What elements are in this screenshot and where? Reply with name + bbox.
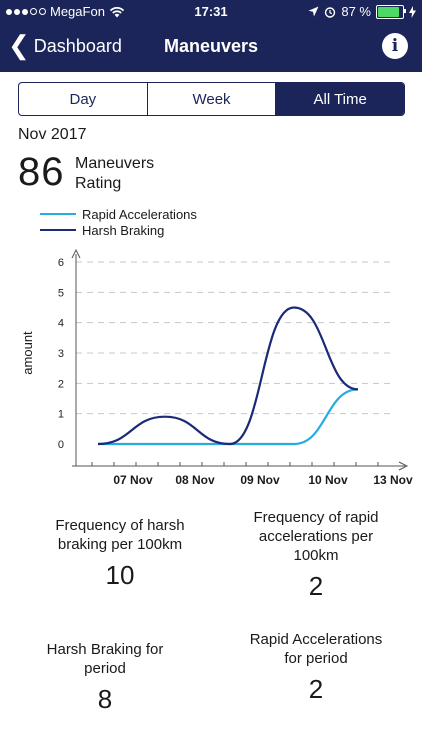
- y-tick-label: 6: [58, 257, 64, 269]
- x-tick-label: 09 Nov: [240, 473, 280, 487]
- status-bar: MegaFon 17:31 87 %: [0, 0, 422, 24]
- y-tick-label: 4: [58, 318, 64, 330]
- legend-item-harsh-braking: Harsh Braking: [40, 222, 197, 238]
- series-line-harsh-braking: [97, 306, 359, 446]
- period-label: Nov 2017: [18, 126, 87, 143]
- info-icon[interactable]: i: [382, 33, 408, 59]
- stat-harsh-braking-frequency: Frequency of harsh braking per 100km 10: [30, 516, 210, 591]
- rating-label: Maneuvers Rating: [75, 155, 155, 192]
- stat-rapid-acceleration-frequency: Frequency of rapid accelerations per 100…: [240, 508, 392, 602]
- page-title: Maneuvers: [163, 36, 259, 56]
- legend-swatch: [40, 229, 76, 231]
- stat-value: 8: [97, 684, 113, 714]
- battery-percent: 87 %: [341, 4, 371, 19]
- back-button-label: Dashboard: [33, 35, 122, 56]
- wifi-icon: [109, 6, 125, 17]
- location-arrow-icon: [308, 6, 319, 17]
- stat-title: Frequency of harsh braking per 100km: [55, 517, 185, 553]
- period-segmented-control: Day Week All Time: [18, 82, 405, 116]
- segment-day[interactable]: Day: [19, 83, 148, 115]
- app-header: MegaFon 17:31 87 %: [0, 0, 422, 72]
- status-time: 17:31: [194, 4, 228, 19]
- carrier-name: MegaFon: [50, 4, 105, 19]
- stat-value: 10: [105, 560, 135, 590]
- signal-strength-icon: [6, 8, 46, 15]
- stat-title: Rapid Accelerations for period: [249, 631, 383, 667]
- y-tick-label: 2: [58, 378, 64, 390]
- navigation-bar: ❮ Dashboard Maneuvers i: [0, 24, 422, 72]
- back-button[interactable]: ❮ Dashboard: [8, 30, 122, 60]
- legend-item-rapid-accelerations: Rapid Accelerations: [40, 206, 197, 222]
- x-axis-arrow-icon: [398, 461, 409, 471]
- y-axis-label: amount: [20, 331, 35, 375]
- segment-week[interactable]: Week: [148, 83, 277, 115]
- battery-icon: [376, 4, 406, 19]
- x-tick-label: 08 Nov: [175, 473, 215, 487]
- alarm-icon: [325, 6, 336, 18]
- status-right: 87 %: [308, 4, 416, 19]
- stat-harsh-braking-period: Harsh Braking for period 8: [30, 640, 180, 715]
- stat-title: Harsh Braking for period: [46, 641, 164, 677]
- y-axis-arrow-icon: [71, 248, 81, 259]
- info-glyph: i: [391, 36, 399, 56]
- legend-label: Harsh Braking: [82, 222, 165, 238]
- y-tick-label: 1: [58, 409, 64, 421]
- y-tick-label: 3: [58, 348, 64, 360]
- chart-legend: Rapid Accelerations Harsh Braking: [40, 206, 197, 238]
- y-tick-label: 0: [58, 439, 64, 451]
- stat-rapid-acceleration-period: Rapid Accelerations for period 2: [240, 630, 392, 705]
- charging-bolt-icon: [409, 5, 416, 18]
- stat-value: 2: [308, 571, 324, 601]
- legend-label: Rapid Accelerations: [82, 206, 197, 222]
- stat-title: Frequency of rapid accelerations per 100…: [253, 509, 379, 564]
- x-tick-label: 10 Nov: [308, 473, 348, 487]
- x-tick-label: 07 Nov: [113, 473, 153, 487]
- segment-all-time[interactable]: All Time: [276, 83, 404, 115]
- y-tick-label: 5: [58, 287, 64, 299]
- rating-value: 86: [18, 150, 65, 194]
- x-tick-label: 13 Nov: [373, 473, 413, 487]
- chevron-left-icon: ❮: [8, 30, 30, 60]
- maneuvers-chart: 0 1 2 3 4 5 6 07 Nov 08 Nov 09 Nov 10 Nov 13 Nov amo…: [20, 248, 413, 487]
- legend-swatch: [40, 213, 76, 215]
- status-left: MegaFon: [6, 4, 125, 19]
- stat-value: 2: [308, 674, 324, 704]
- series-line-rapid-accelerations: [98, 388, 359, 446]
